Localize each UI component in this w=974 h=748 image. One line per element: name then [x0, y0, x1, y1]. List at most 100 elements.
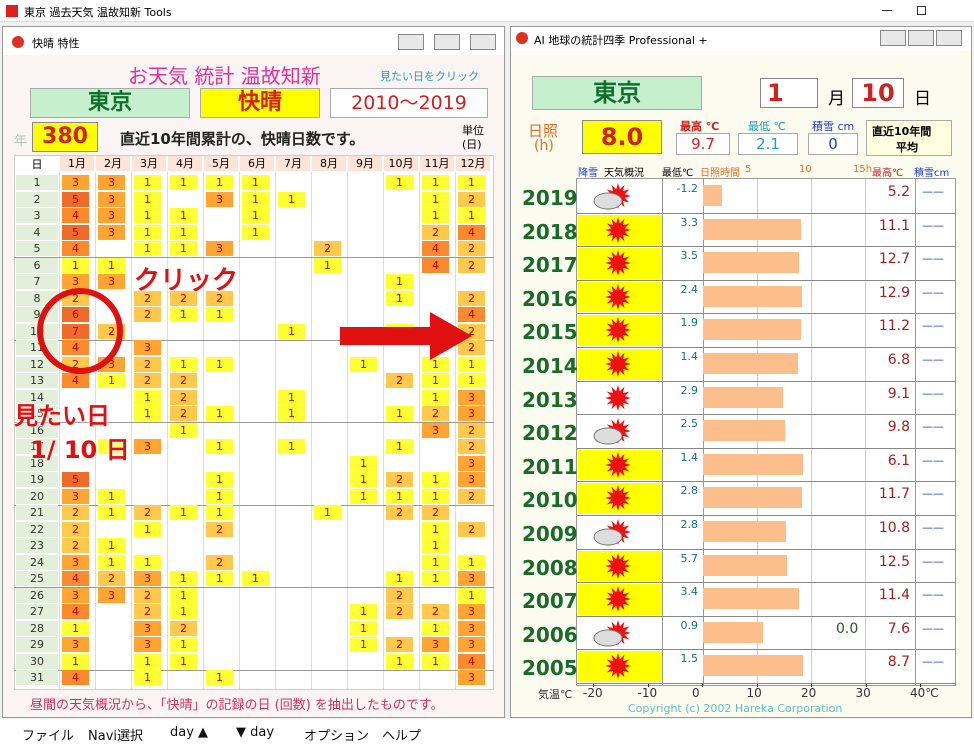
count-cell[interactable]: 1	[62, 653, 89, 669]
right-close-button[interactable]	[936, 30, 962, 46]
left-max-button[interactable]	[434, 34, 460, 50]
menu-item[interactable]: ファイル	[22, 729, 75, 744]
count-cell[interactable]: 3	[458, 571, 485, 586]
count-cell[interactable]: 1	[386, 323, 413, 339]
count-cell[interactable]: 1	[206, 488, 233, 504]
count-cell[interactable]: 1	[134, 224, 161, 240]
count-cell[interactable]: 1	[170, 571, 197, 586]
count-cell[interactable]: 3	[458, 406, 485, 421]
count-cell[interactable]: 3	[62, 274, 89, 289]
count-cell[interactable]: 2	[206, 521, 233, 537]
count-cell[interactable]: 4	[62, 241, 89, 256]
count-cell[interactable]: 1	[278, 439, 305, 454]
count-cell[interactable]: 2	[62, 505, 89, 520]
count-cell[interactable]: 2	[422, 406, 449, 421]
count-cell[interactable]: 3	[134, 620, 161, 636]
count-cell[interactable]: 1	[134, 191, 161, 207]
count-cell[interactable]: 1	[458, 175, 485, 190]
count-cell[interactable]: 1	[134, 175, 161, 190]
count-cell[interactable]: 3	[422, 422, 449, 438]
count-cell[interactable]: 4	[422, 257, 449, 273]
count-cell[interactable]: 1	[170, 224, 197, 240]
count-cell[interactable]: 3	[458, 389, 485, 405]
count-cell[interactable]: 1	[62, 620, 89, 636]
count-cell[interactable]: 2	[170, 290, 197, 306]
count-cell[interactable]: 1	[206, 571, 233, 586]
count-cell[interactable]: 6	[62, 307, 89, 322]
right-max-button[interactable]	[908, 30, 934, 46]
count-cell[interactable]: 1	[458, 587, 485, 603]
count-cell[interactable]: 3	[62, 554, 89, 570]
count-cell[interactable]: 1	[206, 307, 233, 322]
count-cell[interactable]: 1	[170, 208, 197, 223]
count-cell[interactable]: 3	[98, 224, 125, 240]
count-cell[interactable]: 1	[170, 175, 197, 190]
count-cell[interactable]: 1	[350, 488, 377, 504]
count-cell[interactable]: 1	[422, 571, 449, 586]
count-cell[interactable]: 4	[458, 224, 485, 240]
count-cell[interactable]: 1	[206, 505, 233, 520]
left-min-button[interactable]	[398, 34, 424, 50]
count-cell[interactable]: 1	[134, 653, 161, 669]
count-cell[interactable]: 3	[98, 356, 125, 372]
count-cell[interactable]: 3	[98, 208, 125, 223]
count-cell[interactable]: 2	[134, 373, 161, 388]
count-cell[interactable]: 3	[458, 620, 485, 636]
count-cell[interactable]: 4	[62, 340, 89, 355]
close-button[interactable]	[946, 2, 962, 18]
maximize-button[interactable]	[917, 6, 926, 15]
count-cell[interactable]: 1	[386, 290, 413, 306]
count-cell[interactable]: 2	[134, 290, 161, 306]
count-cell[interactable]: 3	[458, 670, 485, 685]
count-cell[interactable]: 2	[62, 521, 89, 537]
count-cell[interactable]: 2	[458, 323, 485, 339]
count-cell[interactable]: 1	[422, 389, 449, 405]
count-cell[interactable]: 2	[422, 224, 449, 240]
count-cell[interactable]: 2	[206, 290, 233, 306]
count-cell[interactable]: 4	[458, 653, 485, 669]
count-cell[interactable]: 1	[134, 670, 161, 685]
count-cell[interactable]: 2	[62, 356, 89, 372]
count-cell[interactable]: 1	[278, 323, 305, 339]
menu-item[interactable]: day ▲	[170, 725, 209, 740]
count-cell[interactable]: 3	[458, 604, 485, 619]
count-cell[interactable]: 2	[422, 505, 449, 520]
count-cell[interactable]: 3	[62, 175, 89, 190]
count-cell[interactable]: 1	[278, 389, 305, 405]
count-cell[interactable]: 1	[314, 257, 341, 273]
count-cell[interactable]: 1	[458, 208, 485, 223]
count-cell[interactable]: 2	[458, 241, 485, 256]
menu-item[interactable]: ▼ day	[236, 725, 275, 740]
count-cell[interactable]: 1	[206, 406, 233, 421]
count-cell[interactable]: 3	[62, 488, 89, 504]
count-cell[interactable]: 1	[170, 653, 197, 669]
count-cell[interactable]: 2	[134, 307, 161, 322]
count-cell[interactable]: 2	[134, 604, 161, 619]
count-cell[interactable]: 4	[422, 241, 449, 256]
count-cell[interactable]: 2	[170, 620, 197, 636]
count-cell[interactable]: 2	[458, 521, 485, 537]
count-cell[interactable]: 2	[458, 290, 485, 306]
count-cell[interactable]: 1	[98, 505, 125, 520]
count-cell[interactable]: 5	[62, 472, 89, 487]
count-cell[interactable]: 3	[206, 191, 233, 207]
count-cell[interactable]: 2	[170, 406, 197, 421]
count-cell[interactable]: 4	[62, 604, 89, 619]
count-cell[interactable]: 5	[62, 224, 89, 240]
count-cell[interactable]: 1	[458, 356, 485, 372]
count-cell[interactable]: 4	[458, 307, 485, 322]
count-cell[interactable]: 7	[62, 323, 89, 339]
count-cell[interactable]: 1	[422, 488, 449, 504]
count-cell[interactable]: 1	[134, 521, 161, 537]
count-cell[interactable]: 3	[134, 439, 161, 454]
count-cell[interactable]: 2	[386, 604, 413, 619]
count-cell[interactable]: 4	[62, 571, 89, 586]
count-cell[interactable]: 3	[98, 175, 125, 190]
count-cell[interactable]: 1	[206, 472, 233, 487]
count-cell[interactable]: 1	[98, 257, 125, 273]
count-cell[interactable]: 2	[134, 356, 161, 372]
count-cell[interactable]: 3	[422, 637, 449, 652]
count-cell[interactable]: 1	[386, 406, 413, 421]
count-cell[interactable]: 1	[422, 175, 449, 190]
count-cell[interactable]: 1	[242, 208, 269, 223]
